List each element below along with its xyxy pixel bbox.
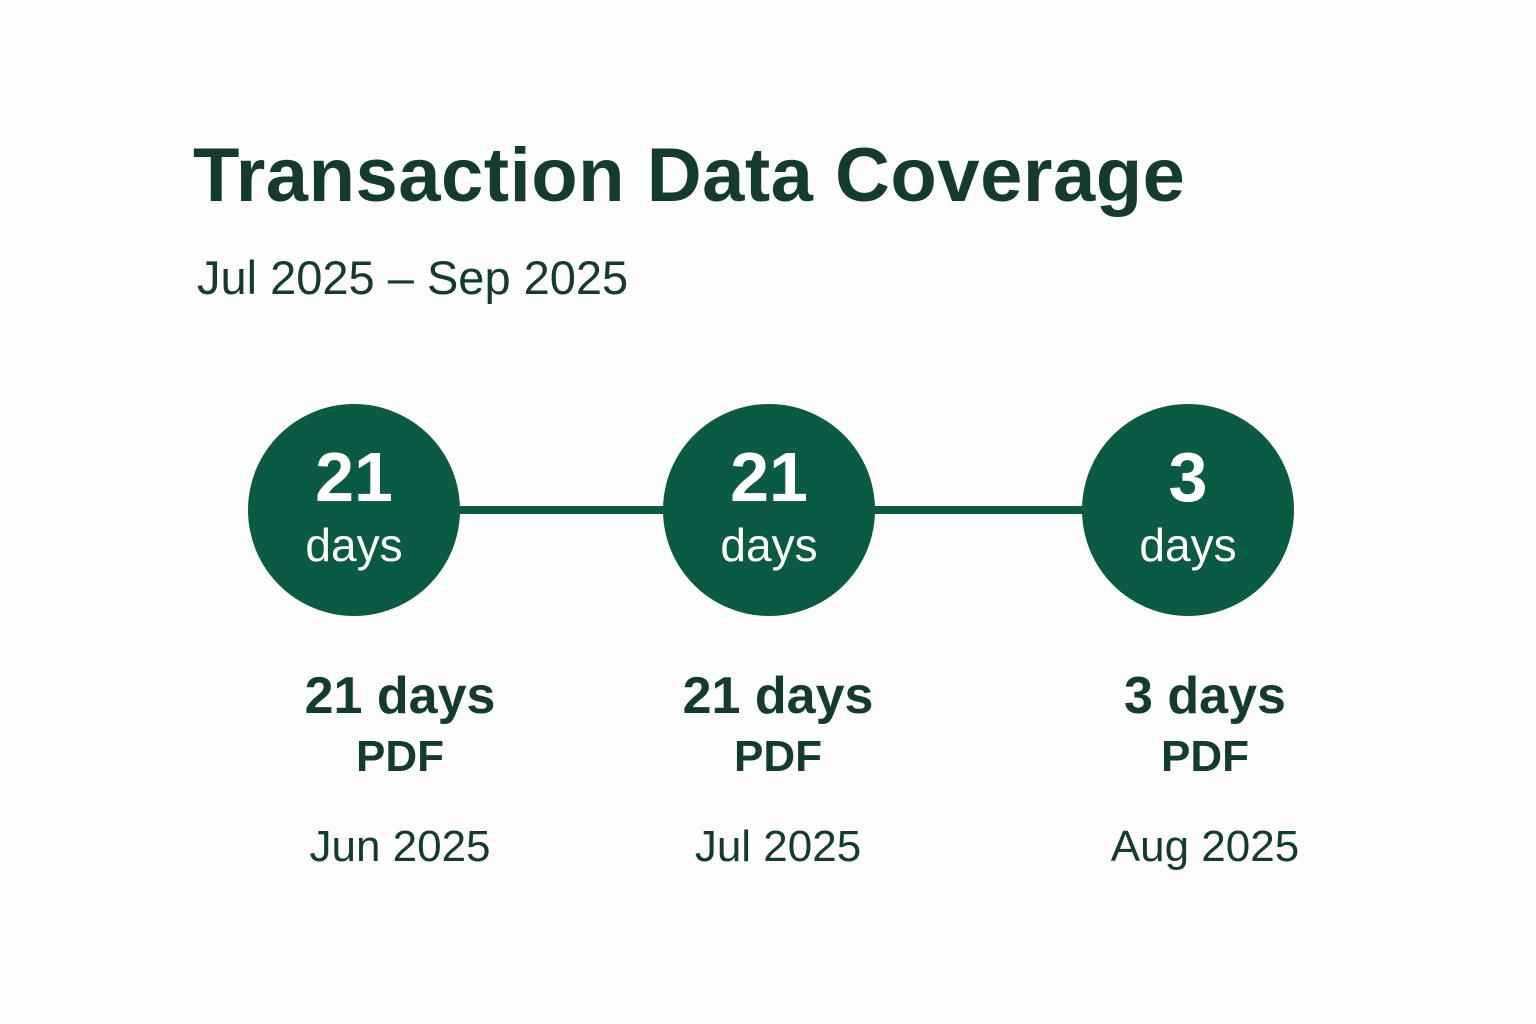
month-label: Jun 2025: [309, 822, 491, 871]
timeline-node-jul: 21 days: [663, 404, 875, 616]
node-day-count: 21: [730, 438, 808, 516]
node-day-unit: days: [305, 519, 403, 571]
duration-label: 21 days: [304, 667, 496, 725]
node-day-count: 3: [1168, 438, 1208, 516]
month-label: Jul 2025: [694, 822, 862, 871]
month-label: Aug 2025: [1110, 822, 1300, 871]
duration-label: 3 days: [1124, 667, 1286, 725]
format-label: PDF: [1161, 732, 1249, 781]
page-title: Transaction Data Coverage: [193, 133, 1186, 218]
node-day-unit: days: [720, 519, 818, 571]
duration-label: 21 days: [682, 667, 874, 725]
timeline-node-aug: 3 days: [1082, 404, 1294, 616]
date-range-subtitle: Jul 2025 – Sep 2025: [197, 251, 629, 304]
timeline-connector: [855, 506, 1100, 514]
node-day-unit: days: [1139, 519, 1237, 571]
format-label: PDF: [356, 732, 444, 781]
timeline-node-jun: 21 days: [248, 404, 460, 616]
node-day-count: 21: [315, 438, 393, 516]
format-label: PDF: [734, 732, 822, 781]
timeline-connector: [440, 506, 685, 514]
